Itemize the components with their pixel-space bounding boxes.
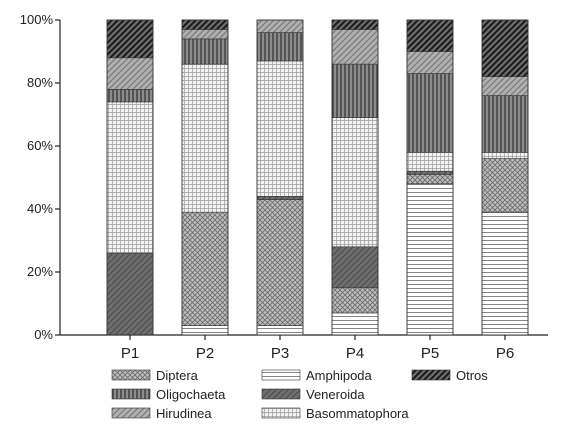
bar-segment-diptera-p2	[181, 211, 229, 326]
legend-label: Diptera	[156, 368, 199, 383]
legend-swatch	[261, 388, 301, 400]
bar-segment-basommatophora-p4	[331, 117, 379, 248]
legend-swatch	[111, 407, 151, 419]
bar-segment-oligochaeta-p1	[106, 89, 154, 103]
bar-segment-hirudinea-p4	[331, 29, 379, 65]
bar-segment-diptera-p5	[406, 174, 454, 185]
bar-segment-otros-p6	[481, 19, 529, 78]
bar-segment-oligochaeta-p6	[481, 95, 529, 153]
bars	[106, 19, 529, 336]
legend-label: Hirudinea	[156, 406, 212, 421]
bar-segment-basommatophora-p6	[481, 152, 529, 159]
legend-item-hirudinea: Hirudinea	[111, 406, 212, 421]
legend-label: Amphipoda	[306, 368, 373, 383]
bar-p6	[481, 19, 529, 336]
legend-item-diptera: Diptera	[111, 368, 199, 383]
bar-segment-otros-p1	[106, 19, 154, 59]
bar-segment-basommatophora-p5	[406, 152, 454, 172]
y-tick-label: 0%	[34, 327, 53, 342]
bar-segment-oligochaeta-p4	[331, 63, 379, 118]
legend-label: Veneroida	[306, 387, 365, 402]
legend-swatch	[261, 369, 301, 381]
bar-segment-amphipoda-p3	[256, 325, 304, 336]
y-tick-label: 100%	[20, 12, 54, 27]
legend-swatch	[411, 369, 451, 381]
bar-segment-veneroida-p3	[256, 196, 304, 200]
bar-p4	[331, 19, 379, 336]
bar-p1	[106, 19, 154, 336]
legend-item-oligochaeta: Oligochaeta	[111, 387, 226, 402]
bar-segment-veneroida-p1	[106, 252, 154, 336]
bar-segment-veneroida-p5	[406, 170, 454, 175]
bar-p3	[256, 19, 304, 336]
bar-segment-otros-p5	[406, 19, 454, 52]
bar-segment-hirudinea-p5	[406, 51, 454, 74]
bar-segment-hirudinea-p6	[481, 76, 529, 96]
bar-segment-amphipoda-p4	[331, 312, 379, 336]
x-tick-label-p4: P4	[346, 345, 364, 362]
legend-label: Basommatophora	[306, 406, 409, 421]
legend-label: Oligochaeta	[156, 387, 226, 402]
bar-segment-basommatophora-p2	[181, 63, 229, 213]
bar-segment-diptera-p4	[331, 287, 379, 314]
y-tick-label: 20%	[27, 264, 53, 279]
bar-segment-hirudinea-p2	[181, 29, 229, 40]
x-tick-label-p5: P5	[421, 345, 439, 362]
legend-item-otros: Otros	[411, 368, 488, 383]
x-tick-label-p3: P3	[271, 345, 289, 362]
bar-segment-basommatophora-p1	[106, 101, 154, 254]
y-tick-label: 40%	[27, 201, 53, 216]
bar-segment-veneroida-p4	[331, 246, 379, 289]
x-tick-labels: P1 P2 P3 P4 P5 P6	[121, 335, 514, 362]
legend-swatch	[261, 407, 301, 419]
bar-segment-amphipoda-p6	[481, 211, 529, 336]
x-tick-label-p6: P6	[496, 345, 514, 362]
legend-item-veneroida: Veneroida	[261, 387, 365, 402]
y-ticks: 0% 20% 40% 60% 80% 100%	[20, 12, 60, 342]
x-tick-label-p1: P1	[121, 345, 139, 362]
legend-item-basommatophora: Basommatophora	[261, 406, 409, 421]
y-tick-label: 80%	[27, 75, 53, 90]
legend: Diptera Amphipoda Otros Oligochaeta Veneroid…	[111, 368, 488, 421]
bar-segment-diptera-p6	[481, 158, 529, 213]
bar-segment-amphipoda-p5	[406, 183, 454, 336]
bar-segment-oligochaeta-p3	[256, 32, 304, 62]
bar-segment-otros-p4	[331, 19, 379, 30]
bar-segment-otros-p2	[181, 19, 229, 30]
bar-p5	[406, 19, 454, 336]
y-tick-label: 60%	[27, 138, 53, 153]
bar-p2	[181, 19, 229, 336]
bar-segment-amphipoda-p2	[181, 325, 229, 336]
legend-swatch	[111, 388, 151, 400]
legend-item-amphipoda: Amphipoda	[261, 368, 373, 383]
bar-segment-oligochaeta-p2	[181, 38, 229, 65]
legend-label: Otros	[456, 368, 488, 383]
bar-segment-hirudinea-p3	[256, 19, 304, 33]
legend-swatch	[111, 369, 151, 381]
bar-segment-oligochaeta-p5	[406, 73, 454, 153]
bar-segment-basommatophora-p3	[256, 60, 304, 197]
bar-segment-diptera-p3	[256, 199, 304, 326]
bar-segment-hirudinea-p1	[106, 57, 154, 90]
x-tick-label-p2: P2	[196, 345, 214, 362]
